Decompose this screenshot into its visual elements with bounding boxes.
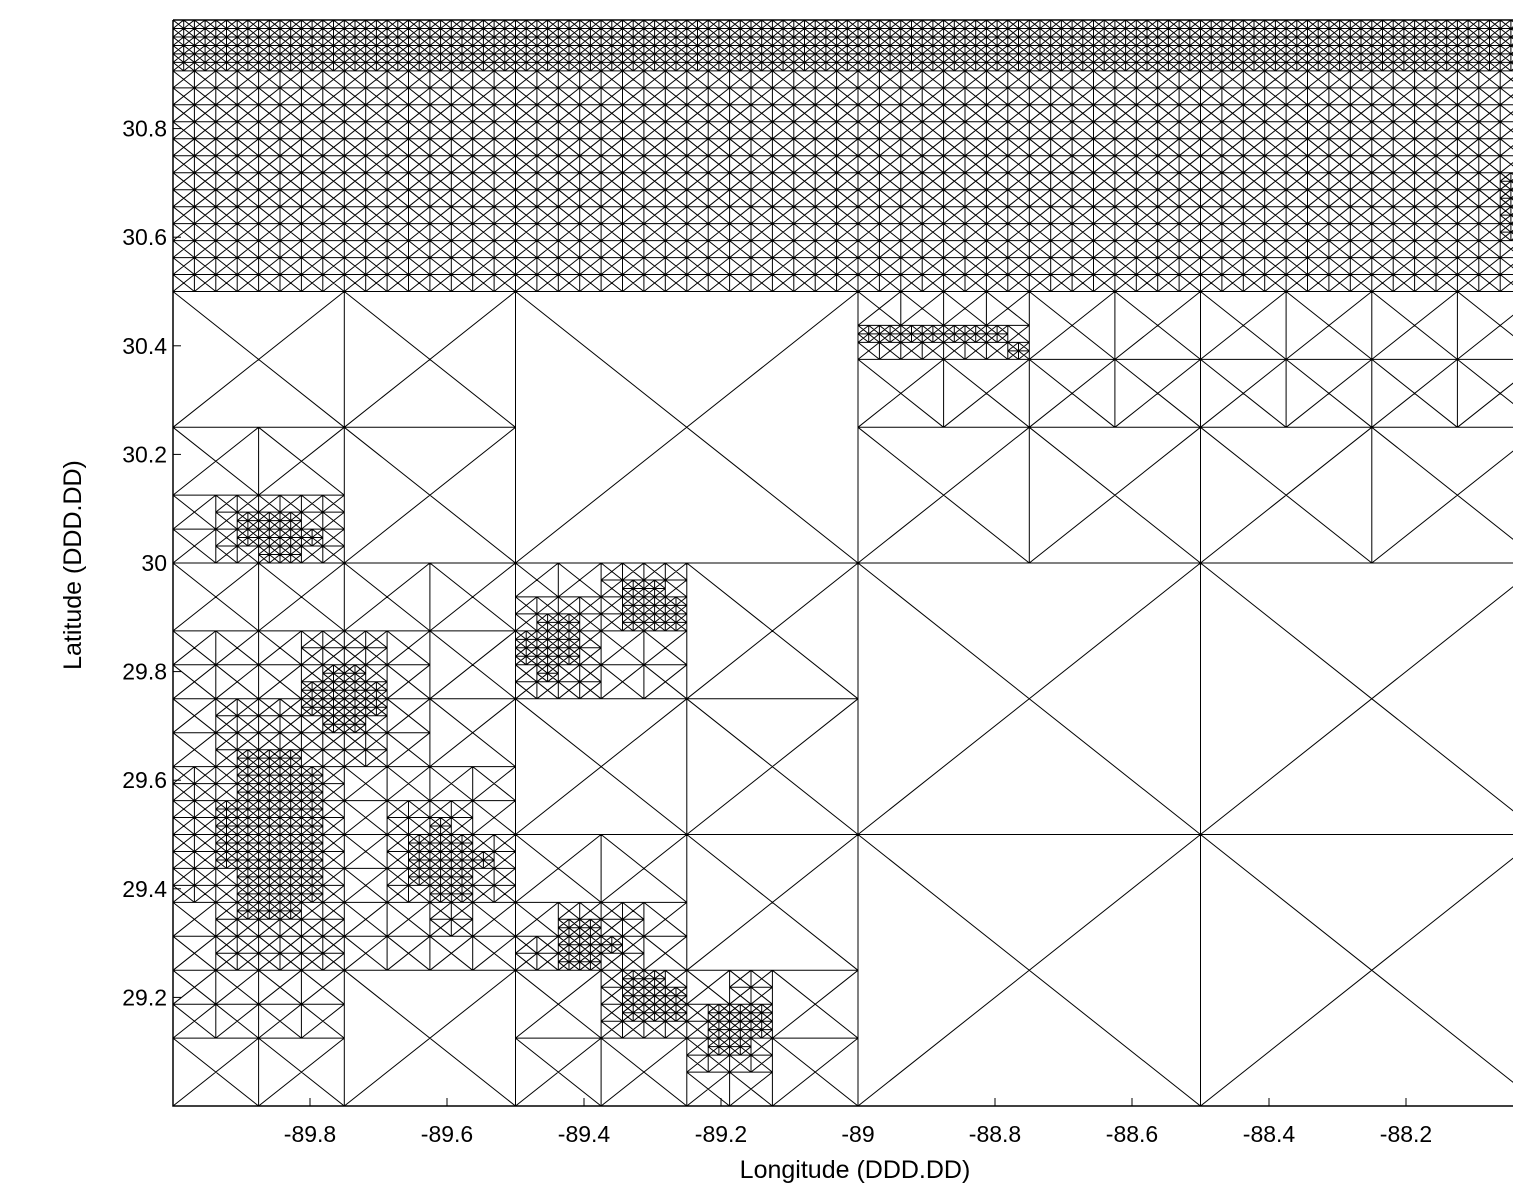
x-tick-label: -89: [841, 1121, 874, 1147]
mesh-triangles: [173, 20, 1513, 1106]
y-axis-title: Latitude (DDD.DD): [59, 460, 87, 670]
axes-frame: [172, 19, 1513, 1107]
x-tick-label: -88.2: [1380, 1121, 1432, 1147]
x-tick-label: -89.4: [558, 1121, 611, 1147]
x-tick-label: -88.8: [969, 1121, 1021, 1147]
y-tick-label: 30.4: [122, 333, 167, 359]
x-tick-label: -89.8: [284, 1121, 336, 1147]
y-tick-label: 29.4: [122, 876, 167, 902]
y-tick-label: 30.2: [122, 441, 167, 467]
x-tick-label: -88.6: [1106, 1121, 1158, 1147]
y-tick-label: 30.8: [122, 116, 167, 142]
x-tick-label: -88.4: [1243, 1121, 1296, 1147]
y-tick-label: 29.6: [122, 767, 167, 793]
y-tick-label: 30: [141, 550, 167, 576]
x-tick-label: -89.6: [421, 1121, 473, 1147]
axis-layer: -89.8 -89.6 -89.4 -89.2 -89 -88.8 -88.6 -88.4 -8…: [122, 19, 1513, 1147]
x-axis-title: Longitude (DDD.DD): [740, 1156, 971, 1184]
y-tick-label: 30.6: [122, 224, 167, 250]
x-tick-label: -89.2: [695, 1121, 747, 1147]
mesh-layer: [173, 20, 1513, 1106]
y-tick-label: 29.8: [122, 659, 167, 685]
y-tick-label: 29.2: [122, 984, 167, 1010]
